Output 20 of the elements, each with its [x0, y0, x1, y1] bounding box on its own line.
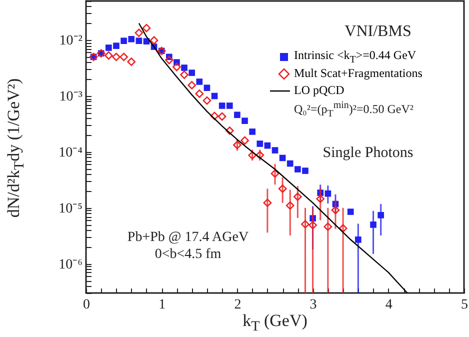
x-axis-title: k$_{T}$ (GeV): [242, 311, 308, 334]
annotation: Q₀²=(p$_{T}$$^{min}$)²=0.50 GeV²: [294, 100, 414, 120]
x-tick-label: 4: [385, 298, 392, 312]
legend-label: Mult Scat+Fragmentations: [294, 66, 422, 81]
annotation: Single Photons: [322, 145, 414, 161]
x-tick-label: 1: [158, 298, 166, 312]
x-tick-label: 3: [310, 298, 317, 312]
y-tick-label: 10⁻²: [59, 34, 82, 49]
y-tick-label: 10⁻⁴: [58, 145, 83, 160]
legend-label: Intrinsic <k$_{T}$>=0.44 GeV: [294, 48, 416, 66]
annotation: 0<b<4.5 fm: [154, 247, 222, 262]
y-tick-label: 10⁻⁵: [58, 201, 83, 216]
y-tick-label: 10⁻⁶: [58, 257, 83, 272]
x-tick-label: 2: [234, 298, 242, 312]
x-tick-label: 0: [83, 298, 90, 312]
annotation: Pb+Pb @ 17.4 AGeV: [127, 230, 249, 245]
y-tick-label: 10⁻³: [59, 90, 82, 105]
annotation: VNI/BMS: [344, 23, 412, 40]
legend-label: LO pQCD: [294, 83, 344, 98]
x-tick-label: 5: [461, 298, 468, 312]
